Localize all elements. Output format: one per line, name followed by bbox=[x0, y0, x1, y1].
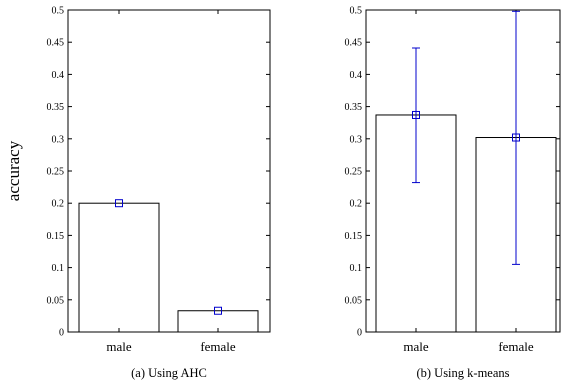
y-tick-label: 0.5 bbox=[52, 6, 65, 17]
y-tick-label: 0.5 bbox=[350, 6, 363, 17]
y-tick-label: 0.3 bbox=[350, 134, 363, 145]
panel-using-kmeans: 0 0.05 0.1 0.15 0.2 0.25 0.3 0.35 0.4 0.45 0.5 male… bbox=[345, 6, 561, 380]
y-tick-label: 0.4 bbox=[52, 70, 65, 81]
y-tick-label: 0.05 bbox=[47, 295, 65, 306]
y-tick-label: 0.1 bbox=[350, 263, 363, 274]
x-tick-label-female: female bbox=[200, 339, 236, 354]
y-tick-label: 0.35 bbox=[47, 102, 65, 113]
marker-female bbox=[512, 133, 520, 142]
panel-caption: (b) Using k-means bbox=[416, 366, 509, 380]
panel-caption: (a) Using AHC bbox=[131, 366, 207, 380]
y-tick-label: 0 bbox=[357, 328, 362, 339]
y-tick-label: 0.4 bbox=[350, 70, 363, 81]
y-tick-label: 0.15 bbox=[345, 231, 363, 242]
y-tick-label: 0.25 bbox=[47, 167, 65, 178]
panel-using-ahc: 0 0.05 0.1 0.15 0.2 0.25 0.3 0.35 0.4 0.45 0.5 male… bbox=[47, 6, 271, 380]
x-tick-label-female: female bbox=[498, 339, 534, 354]
y-tick-label: 0.35 bbox=[345, 102, 363, 113]
y-tick-label: 0 bbox=[59, 328, 64, 339]
y-tick-label: 0.3 bbox=[52, 134, 65, 145]
y-tick-label: 0.2 bbox=[52, 199, 65, 210]
y-tick-label: 0.2 bbox=[350, 199, 363, 210]
y-tick-label: 0.1 bbox=[52, 263, 65, 274]
y-tick-label: 0.45 bbox=[345, 38, 363, 49]
bar-male bbox=[78, 202, 160, 333]
y-tick-label: 0.15 bbox=[47, 231, 65, 242]
marker-female bbox=[214, 306, 222, 315]
marker-male bbox=[115, 199, 123, 208]
x-tick-label-male: male bbox=[403, 339, 428, 354]
y-axis-label: accuracy bbox=[4, 140, 23, 201]
y-tick-label: 0.05 bbox=[345, 295, 363, 306]
y-tick-label: 0.25 bbox=[345, 167, 363, 178]
marker-male bbox=[412, 110, 420, 119]
x-tick-label-male: male bbox=[106, 339, 131, 354]
y-tick-label: 0.45 bbox=[47, 38, 65, 49]
